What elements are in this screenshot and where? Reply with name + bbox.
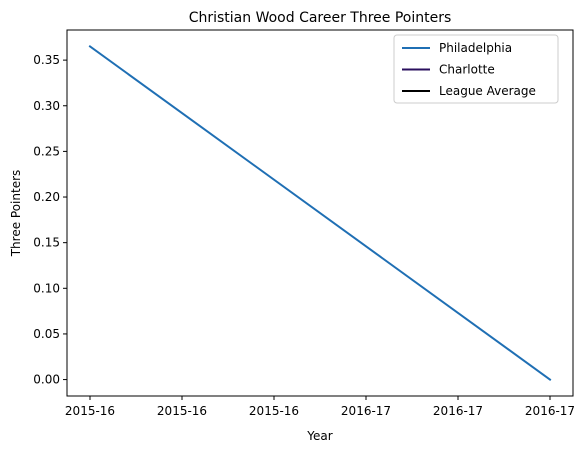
y-tick-label: 0.30 — [33, 99, 60, 113]
y-tick-label: 0.05 — [33, 327, 60, 341]
x-axis-label: Year — [306, 429, 332, 443]
x-tick-label: 2016-17 — [525, 404, 575, 418]
legend-items: Philadelphia Charlotte League Average — [402, 41, 536, 98]
x-axis-ticks: 2015-16 2015-16 2015-16 2016-17 2016-17 2016-… — [65, 396, 575, 418]
y-axis-label: Three Pointers — [9, 170, 23, 258]
x-tick-label: 2015-16 — [65, 404, 115, 418]
x-tick-label: 2015-16 — [157, 404, 207, 418]
x-tick-label: 2016-17 — [433, 404, 483, 418]
y-tick-label: 0.15 — [33, 236, 60, 250]
y-tick-label: 0.25 — [33, 144, 60, 158]
chart-title: Christian Wood Career Three Pointers — [189, 10, 452, 26]
y-tick-label: 0.35 — [33, 53, 60, 67]
y-tick-label: 0.20 — [33, 190, 60, 204]
legend: Philadelphia Charlotte League Average — [393, 34, 559, 104]
legend-label: Charlotte — [439, 63, 495, 77]
x-tick-label: 2016-17 — [341, 404, 391, 418]
legend-box — [393, 34, 559, 104]
series-lines — [88, 45, 552, 381]
series-line — [88, 45, 552, 381]
legend-label: League Average — [439, 84, 536, 98]
y-tick-label: 0.10 — [33, 281, 60, 295]
legend-label: Philadelphia — [439, 41, 512, 55]
x-tick-label: 2015-16 — [249, 404, 299, 418]
y-tick-label: 0.00 — [33, 373, 60, 387]
y-axis-ticks: 0.00 0.05 0.10 0.15 0.20 0.25 0.30 0.35 — [33, 53, 67, 387]
